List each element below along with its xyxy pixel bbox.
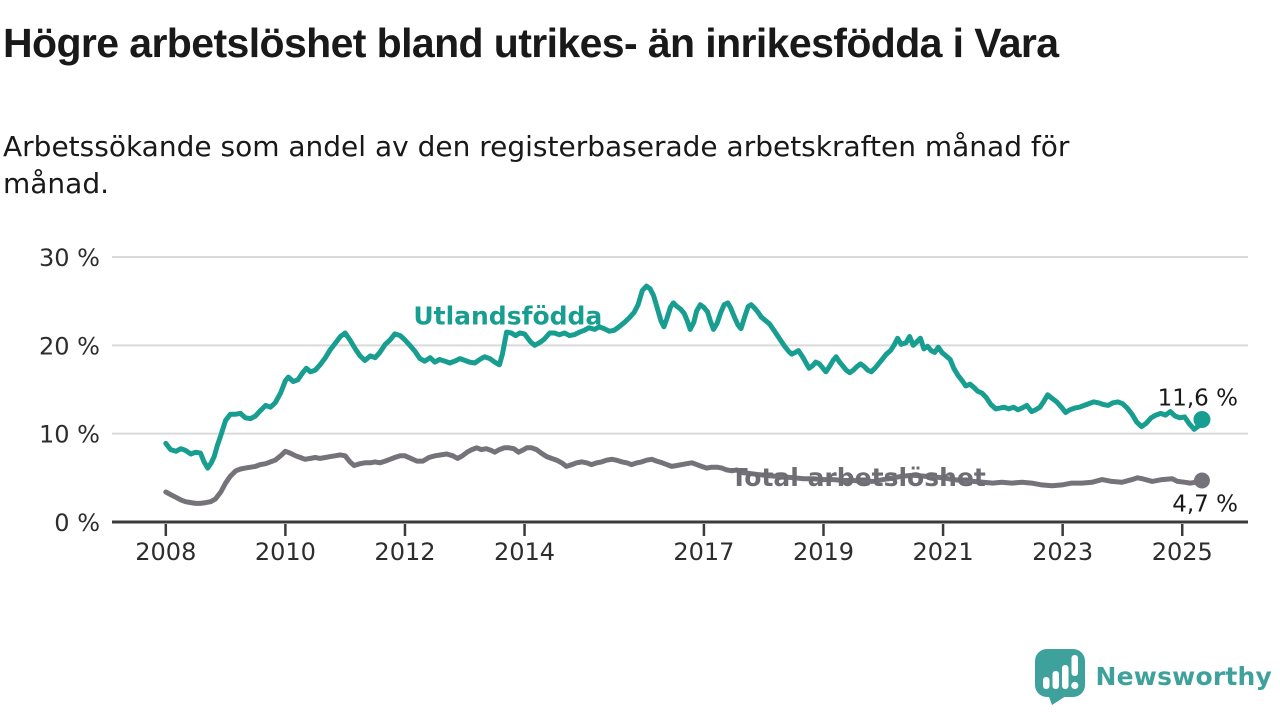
series-line-utlandsfodda <box>163 283 1205 471</box>
end-value-label-total: 4,7 % <box>1172 491 1238 517</box>
x-tick-label-2008: 2008 <box>135 538 196 566</box>
chart-subtitle: Arbetssökande som andel av den registerb… <box>3 128 1213 202</box>
x-tick-label-2025: 2025 <box>1152 538 1213 566</box>
x-tick-label-2012: 2012 <box>374 538 435 566</box>
series-end-dot-total <box>1193 472 1210 489</box>
series-line-total <box>163 445 1205 506</box>
x-tick-label-2017: 2017 <box>673 538 734 566</box>
series-end-dot-utlandsfodda <box>1193 411 1211 429</box>
x-tick-label-2010: 2010 <box>255 538 316 566</box>
x-tick-label-2019: 2019 <box>793 538 854 566</box>
series-label-utlandsfodda: Utlandsfödda <box>413 301 602 330</box>
chart-title: Högre arbetslöshet bland utrikes- än inr… <box>3 20 1059 66</box>
y-tick-label-30: 30 % <box>39 244 100 272</box>
x-tick-label-2014: 2014 <box>494 538 555 566</box>
y-tick-label-10: 10 % <box>39 421 100 449</box>
chart-subtitle-line-1: Arbetssökande som andel av den registerb… <box>3 130 1070 163</box>
y-tick-label-0: 0 % <box>54 509 100 537</box>
series-label-total: Total arbetslöshet <box>731 463 986 492</box>
newsworthy-logo-icon <box>1034 649 1085 705</box>
end-value-label-utlandsfodda: 11,6 % <box>1158 386 1238 412</box>
chart-subtitle-line-2: månad. <box>3 167 110 200</box>
newsworthy-logo: Newsworthy <box>1032 646 1273 706</box>
x-tick-label-2021: 2021 <box>913 538 974 566</box>
y-tick-label-20: 20 % <box>39 332 100 360</box>
x-tick-label-2023: 2023 <box>1032 538 1093 566</box>
newsworthy-logo-text: Newsworthy <box>1095 661 1272 691</box>
